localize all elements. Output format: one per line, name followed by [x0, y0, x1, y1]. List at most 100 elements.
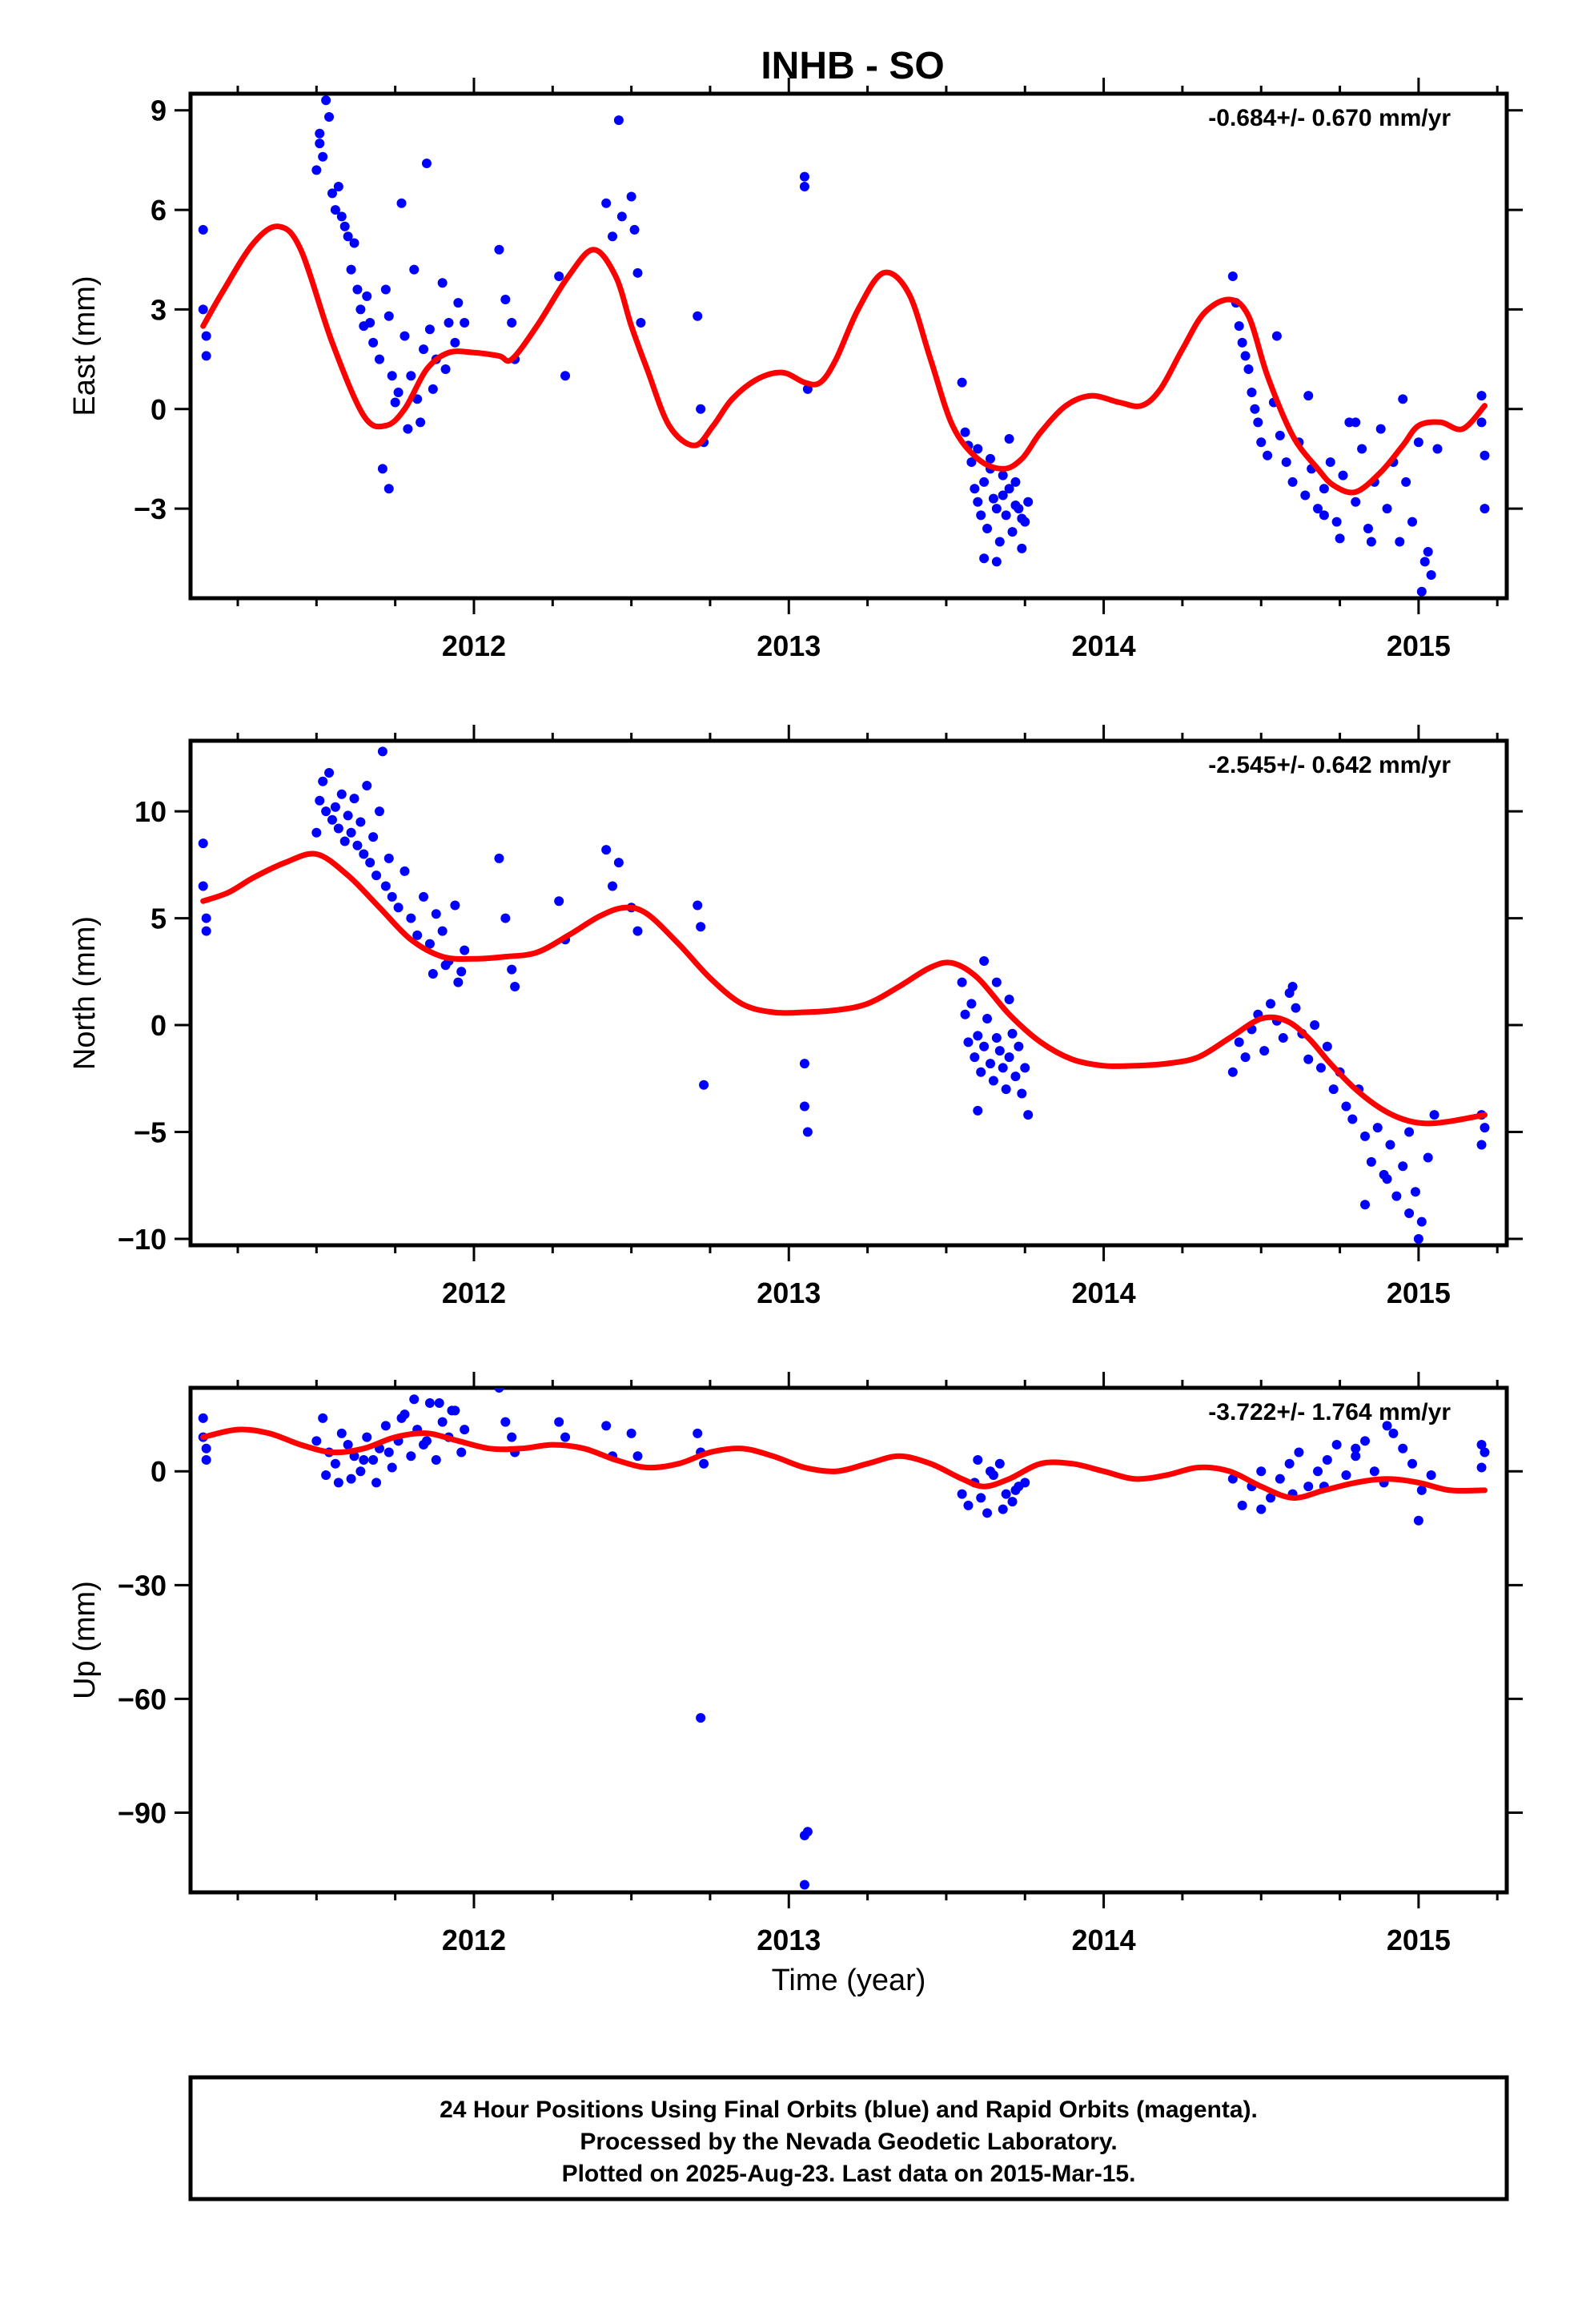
- north-x-tick-label: 2014: [1072, 1277, 1136, 1309]
- north-data-point: [321, 806, 331, 817]
- north-data-point: [963, 1037, 974, 1047]
- north-data-point: [453, 977, 464, 987]
- north-data-point: [991, 977, 1002, 987]
- north-data-point: [1341, 1101, 1351, 1112]
- east-data-point: [374, 354, 384, 364]
- north-data-point: [1416, 1216, 1427, 1227]
- up-data-point: [957, 1489, 967, 1499]
- east-data-point: [1416, 586, 1427, 597]
- up-data-point: [201, 1443, 211, 1454]
- north-data-point: [998, 1063, 1008, 1073]
- up-data-point: [383, 1447, 394, 1458]
- up-x-tick-label: 2014: [1072, 1924, 1136, 1956]
- north-data-point: [327, 814, 337, 825]
- east-data-point: [985, 453, 995, 464]
- up-data-point: [1360, 1436, 1371, 1446]
- up-data-point: [1237, 1500, 1247, 1510]
- east-data-point: [362, 291, 372, 301]
- up-data-point: [1275, 1474, 1285, 1484]
- up-data-point: [1303, 1482, 1314, 1492]
- north-data-point: [324, 768, 335, 778]
- east-data-point: [1010, 500, 1021, 510]
- east-data-point: [1275, 430, 1285, 440]
- up-data-point: [1476, 1462, 1487, 1473]
- east-data-point: [346, 264, 356, 275]
- north-data-point: [1315, 1063, 1326, 1073]
- north-data-point: [1322, 1041, 1332, 1051]
- east-data-point: [1240, 351, 1251, 361]
- up-data-point: [1020, 1478, 1030, 1488]
- east-data-point: [1407, 517, 1418, 527]
- east-x-tick-label: 2013: [757, 629, 821, 662]
- north-data-point: [988, 1076, 998, 1086]
- north-y-tick-label: 10: [135, 795, 167, 828]
- up-data-point: [343, 1440, 353, 1450]
- east-data-point: [560, 371, 571, 381]
- north-marks: [198, 746, 1490, 1244]
- east-data-point: [383, 311, 394, 321]
- east-data-point: [390, 397, 400, 408]
- up-rate-annotation: -3.722+/- 1.764 mm/yr: [1208, 1399, 1451, 1425]
- east-data-point: [201, 351, 211, 361]
- up-data-point: [696, 1713, 706, 1723]
- north-data-point: [1476, 1140, 1487, 1150]
- east-data-point: [507, 317, 517, 328]
- east-data-point: [198, 304, 208, 315]
- east-data-point: [1423, 546, 1433, 557]
- east-data-point: [1363, 523, 1373, 533]
- east-data-point: [1004, 434, 1014, 444]
- up-data-point: [359, 1455, 369, 1465]
- east-data-point: [460, 317, 470, 328]
- east-data-point: [333, 182, 343, 192]
- north-data-point: [380, 881, 391, 891]
- north-data-point: [336, 789, 347, 799]
- north-data-point: [1007, 1028, 1018, 1039]
- up-y-tick-label: −60: [118, 1683, 167, 1715]
- east-data-point: [1319, 484, 1329, 494]
- east-data-point: [799, 171, 809, 182]
- north-data-point: [1360, 1131, 1371, 1141]
- north-data-point: [333, 823, 343, 834]
- east-y-tick-label: 3: [151, 293, 167, 326]
- north-data-point: [1017, 1088, 1027, 1099]
- up-data-point: [802, 1827, 813, 1837]
- east-data-point: [440, 364, 451, 375]
- east-data-point: [406, 371, 416, 381]
- up-data-point: [1007, 1497, 1018, 1507]
- east-data-point: [321, 95, 331, 106]
- north-data-point: [365, 858, 375, 868]
- east-data-point: [343, 231, 353, 242]
- up-data-point: [431, 1455, 441, 1465]
- up-data-point: [1294, 1447, 1304, 1458]
- north-data-point: [1004, 995, 1014, 1005]
- east-data-point: [500, 294, 511, 304]
- up-data-point: [963, 1500, 974, 1510]
- north-y-tick-label: −5: [134, 1116, 167, 1149]
- east-data-point: [799, 182, 809, 192]
- north-data-point: [377, 746, 387, 757]
- up-data-point: [447, 1405, 457, 1416]
- east-data-point: [1001, 510, 1011, 521]
- east-data-point: [1413, 437, 1423, 448]
- north-data-point: [1287, 981, 1298, 991]
- north-data-point: [1278, 1033, 1288, 1043]
- north-y-tick-label: 5: [151, 903, 167, 935]
- east-data-point: [336, 211, 347, 222]
- east-data-point: [1271, 331, 1282, 341]
- north-data-point: [1385, 1140, 1395, 1150]
- east-data-point: [1247, 388, 1257, 398]
- north-data-point: [368, 832, 379, 842]
- up-data-point: [1284, 1458, 1295, 1469]
- east-data-point: [1325, 457, 1335, 468]
- up-data-point: [1369, 1466, 1379, 1477]
- east-data-point: [973, 444, 983, 454]
- north-data-point: [1023, 1110, 1034, 1120]
- east-data-point: [437, 278, 448, 288]
- east-data-point: [1432, 444, 1443, 454]
- north-data-point: [554, 896, 564, 907]
- north-data-point: [431, 909, 441, 919]
- east-data-point: [554, 271, 564, 281]
- east-data-point: [315, 128, 325, 139]
- east-data-point: [198, 224, 208, 235]
- east-data-point: [601, 198, 612, 208]
